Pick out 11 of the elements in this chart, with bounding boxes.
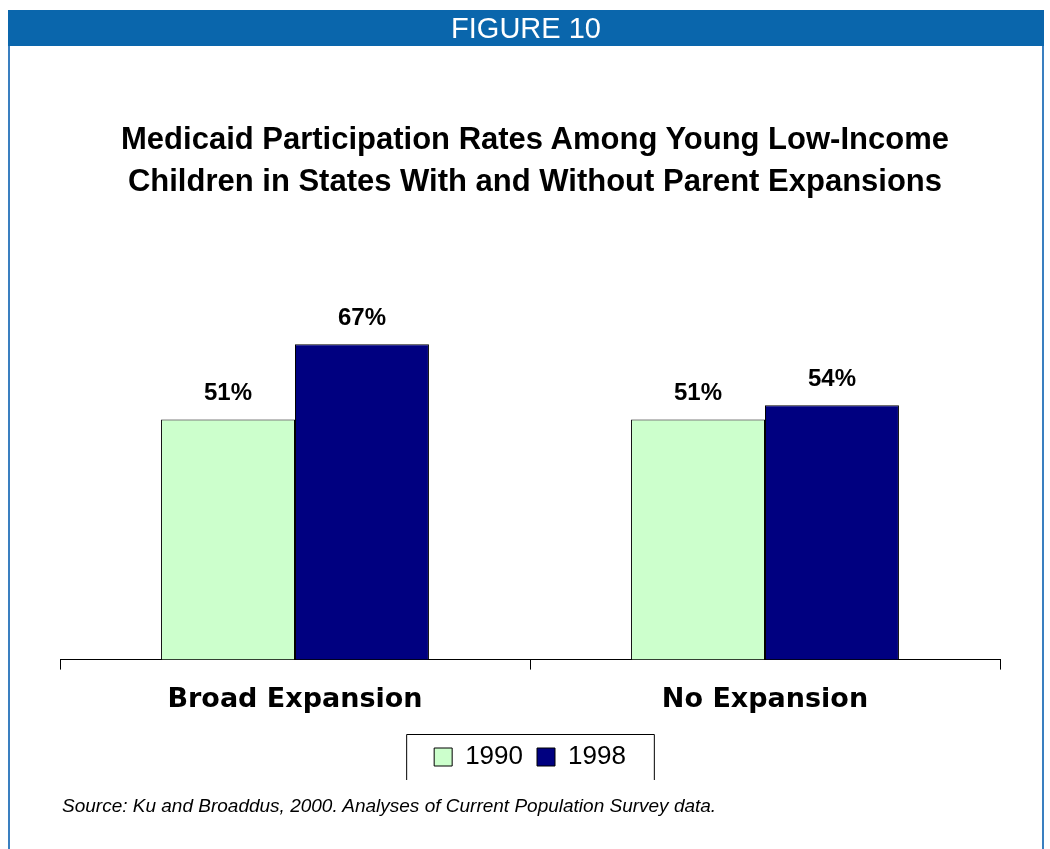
source-note: Source: Ku and Broaddus, 2000. Analyses of Current Population Survey data.	[62, 795, 717, 817]
data-label: 51%	[674, 378, 723, 406]
legend-label: 1990	[465, 740, 523, 771]
data-label: 54%	[807, 363, 856, 391]
caption: FIGURE 10	[8, 10, 1044, 46]
data-label: 67%	[337, 302, 386, 330]
x-tick-label: Broad Expansion	[167, 681, 423, 713]
data-label: 51%	[204, 378, 253, 406]
chart-title: Medicaid Participation Rates Among Young Low-Income Children in States With and Without Parent Expansions	[120, 120, 950, 200]
x-tick-label: No Expansion	[661, 681, 869, 713]
legend-label: 1998	[568, 740, 626, 771]
